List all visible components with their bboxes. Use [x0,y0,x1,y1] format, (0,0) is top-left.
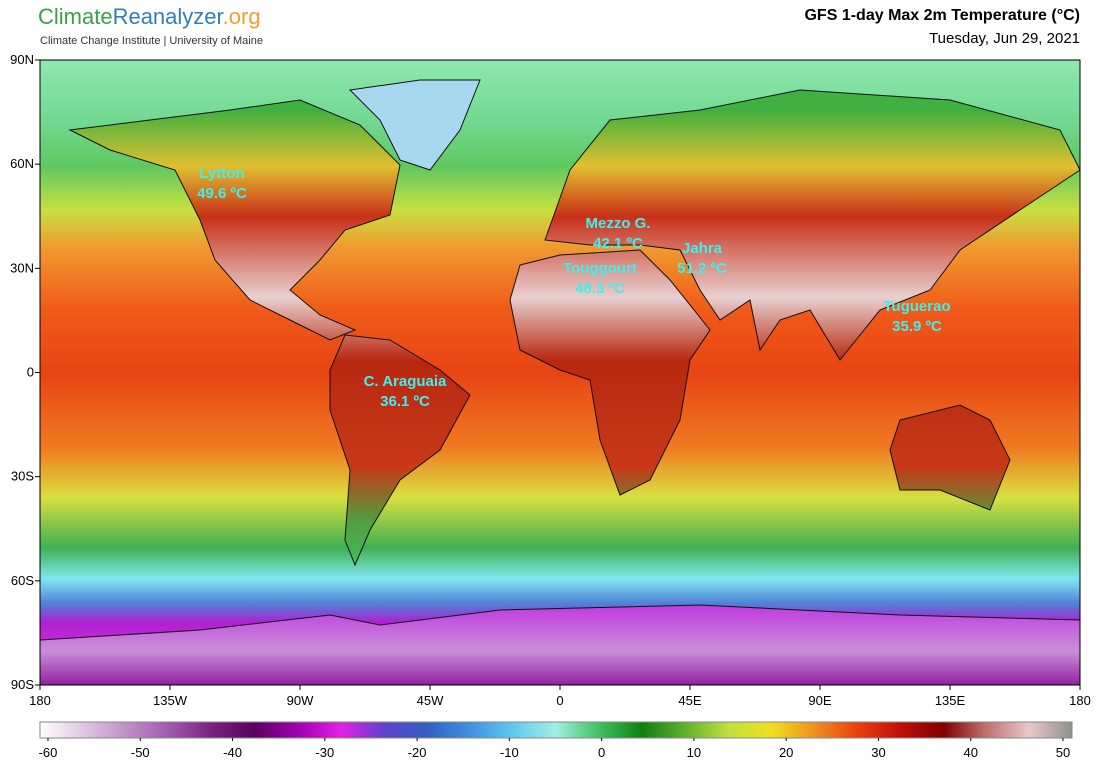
city-name: Tuguerao [883,298,950,315]
australia [889,404,1011,511]
colorbar-ticks: -60 -50 -40 -30 -20 -10 0 10 20 30 40 50 [39,738,1070,760]
city-temperature: 36.1 ºC [380,393,430,410]
colorbar-tick-label: -30 [315,745,334,760]
africa [509,249,711,496]
city-temperature: 51.2 ºC [677,260,727,277]
lon-tick-label: 0 [556,693,563,708]
eurasia [544,89,1081,361]
lon-tick-label: 45E [678,693,701,708]
logo: ClimateReanalyzer.org [38,4,261,29]
lat-tick-label: 90N [10,52,34,67]
colorbar-tick-label: 30 [871,745,885,760]
greenland [348,79,481,171]
city-name: Mezzo G. [585,215,650,232]
colorbar-tick-label: -20 [408,745,427,760]
city-name: C. Araguaia [364,373,447,390]
city-temperature: 49.6 ºC [197,185,247,202]
title: GFS 1-day Max 2m Temperature (°C) [804,7,1080,24]
date: Tuesday, Jun 29, 2021 [929,30,1080,47]
lon-tick-label: 135W [153,693,188,708]
city-name: Touggourt [563,260,637,277]
lat-tick-label: 30S [11,469,34,484]
logo-climate: Climate [38,4,113,29]
colorbar-tick-label: 40 [963,745,977,760]
lat-tick-label: 90S [11,677,34,692]
lon-tick-label: 180 [1069,693,1091,708]
city-name: Lytton [199,165,244,182]
lat-tick-label: 60N [10,156,34,171]
colorbar-tick-label: 20 [779,745,793,760]
lon-tick-label: 180 [29,693,51,708]
city-temperature: 42.1 ºC [593,235,643,252]
city-name: Jahra [682,240,723,257]
city-temperature: 35.9 ºC [892,318,942,335]
north-america [68,99,401,341]
colorbar-tick-label: -40 [223,745,242,760]
lon-tick-label: 90W [287,693,314,708]
city-temperature: 48.3 ºC [575,280,625,297]
colorbar-tick-label: 10 [687,745,701,760]
lat-tick-label: 0 [27,365,34,380]
logo-org: .org [223,4,261,29]
lon-tick-label: 45W [417,693,444,708]
colorbar-tick-label: -50 [131,745,150,760]
south-america [329,334,471,567]
colorbar-tick-label: -60 [39,745,58,760]
colorbar-tick-label: 0 [598,745,605,760]
annotations: Lytton 49.6 ºC Mezzo G. 42.1 ºC Touggourt 48.… [197,165,950,410]
colorbar-tick-label: 50 [1056,745,1070,760]
lat-tick-label: 60S [11,573,34,588]
subtitle: Climate Change Institute | University of… [40,35,263,47]
lon-tick-label: 135E [935,693,966,708]
lat-tick-label: 30N [10,260,34,275]
map [39,59,1081,686]
logo-reanalyzer: Reanalyzer [113,4,224,29]
colorbar [39,721,1073,739]
colorbar-tick-label: -10 [500,745,519,760]
lon-tick-label: 90E [808,693,831,708]
